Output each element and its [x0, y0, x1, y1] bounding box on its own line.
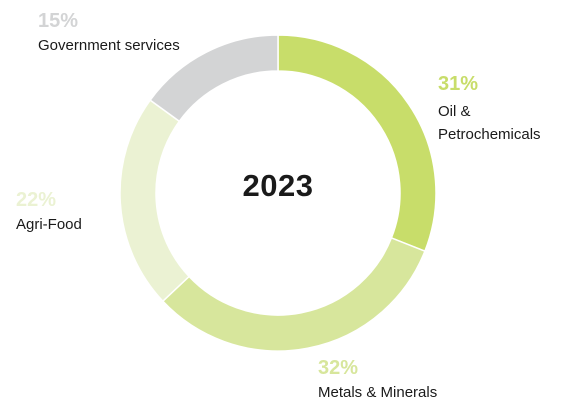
name-government-services: Government services	[38, 37, 180, 54]
percent-metals-minerals: 32%	[318, 357, 359, 379]
name-metals-minerals: Metals & Minerals	[318, 384, 438, 401]
percent-agri-food: 22%	[16, 189, 57, 211]
name-agri-food: Agri-Food	[16, 216, 82, 233]
donut-slice-metals-minerals	[161, 236, 426, 352]
label-government-services: 15% Government services	[38, 9, 180, 55]
percent-government-services: 15%	[38, 10, 79, 32]
chart-center-year: 2023	[242, 168, 314, 203]
percent-oil-petrochemicals: 31%	[438, 73, 479, 95]
label-oil-petrochemicals: 31% Oil & Petrochemicals	[438, 72, 562, 147]
donut-slice-oil-petrochemicals	[277, 34, 437, 253]
label-metals-minerals: 32% Metals & Minerals	[318, 356, 437, 402]
donut-slice-government-services	[149, 34, 279, 123]
label-agri-food: 22% Agri-Food	[16, 188, 82, 234]
name-oil-petrochemicals: Oil & Petrochemicals	[438, 103, 541, 144]
